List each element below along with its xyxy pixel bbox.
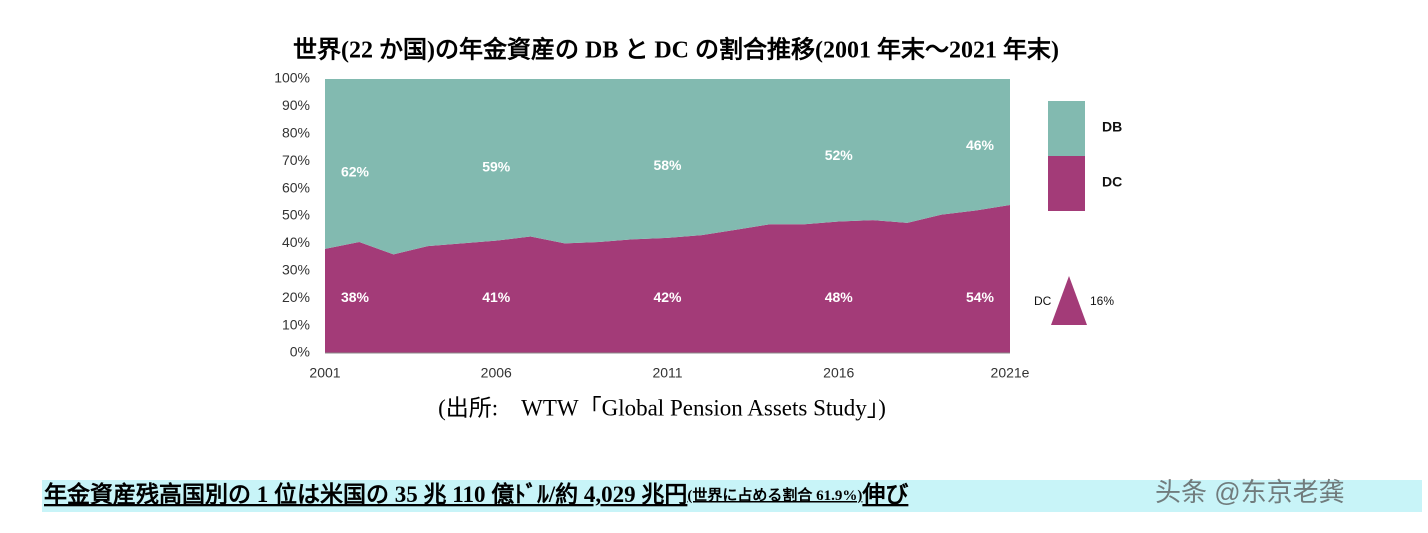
y-tick-label: 20% xyxy=(282,289,310,305)
legend-label: DB xyxy=(1102,119,1122,135)
annotation-arrow xyxy=(1051,276,1087,325)
area xyxy=(325,205,1010,353)
y-tick-label: 90% xyxy=(282,97,310,113)
footer-main: 年金資産残高国別の 1 位は米国の 35 兆 110 億ﾄﾞﾙ/約 4,029 … xyxy=(44,481,687,507)
y-tick-label: 50% xyxy=(282,207,310,223)
value-label: 38% xyxy=(341,289,370,305)
value-label: 54% xyxy=(966,289,995,305)
plot: 0% 10% 20% 30% 40% 50% 60% 70% 80% 90% 100% 38% 41% 4… xyxy=(274,70,1122,381)
watermark: 头条 @东京老龚 xyxy=(1155,477,1345,507)
legend-swatch xyxy=(1048,101,1085,156)
y-tick-label: 60% xyxy=(282,179,310,195)
value-label: 41% xyxy=(482,289,511,305)
x-tick-label: 2016 xyxy=(823,365,854,381)
value-label: 62% xyxy=(341,163,370,179)
footer-tail: 伸び xyxy=(861,482,908,507)
chart-title: 世界(22 か国)の年金資産の DB と DC の割合推移(2001 年末～20… xyxy=(293,36,1059,64)
x-tick-label: 2001 xyxy=(309,365,340,381)
legend-label: DC xyxy=(1102,174,1122,190)
x-tick-label: 2011 xyxy=(652,365,682,381)
y-tick-label: 80% xyxy=(282,125,310,141)
annotation-text: 16% xyxy=(1090,294,1114,308)
footer-highlight xyxy=(42,480,1422,512)
footer-text: 年金資産残高国別の 1 位は米国の 35 兆 110 億ﾄﾞﾙ/約 4,029 … xyxy=(44,481,908,507)
y-tick-label: 0% xyxy=(290,344,310,360)
annotation-series: DC xyxy=(1034,294,1052,308)
area xyxy=(325,79,1010,255)
footer-note: (世界に占める割合 61.9%) xyxy=(687,486,862,504)
y-tick-label: 30% xyxy=(282,262,310,278)
value-label: 58% xyxy=(653,157,682,173)
value-label: 52% xyxy=(825,147,854,163)
x-tick-label: 2006 xyxy=(481,365,512,381)
legend-swatch xyxy=(1048,156,1085,211)
value-label: 46% xyxy=(966,137,995,153)
y-tick-label: 100% xyxy=(274,70,310,86)
y-tick-label: 10% xyxy=(282,316,310,332)
source-note: (出所: WTW「Global Pension Assets Study」) xyxy=(438,395,886,420)
value-label: 48% xyxy=(825,289,854,305)
y-tick-label: 70% xyxy=(282,152,310,168)
y-tick-label: 40% xyxy=(282,234,310,250)
value-label: 42% xyxy=(653,289,682,305)
x-tick-label: 2021e xyxy=(991,365,1030,381)
value-label: 59% xyxy=(482,158,511,174)
